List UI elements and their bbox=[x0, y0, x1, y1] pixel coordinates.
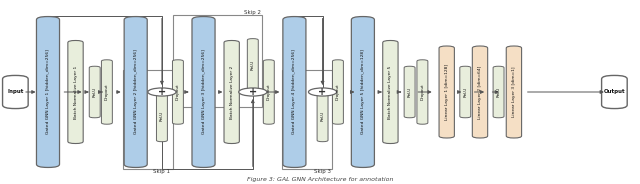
Text: Dropout: Dropout bbox=[105, 84, 109, 100]
Text: Input: Input bbox=[7, 89, 24, 95]
Bar bbox=[123, 70, 173, 169]
Text: Figure 3: GAL GNN Architecture for annotation: Figure 3: GAL GNN Architecture for annot… bbox=[247, 177, 393, 182]
FancyBboxPatch shape bbox=[89, 66, 100, 118]
Text: +: + bbox=[319, 87, 326, 97]
Text: +: + bbox=[158, 87, 166, 97]
Text: Linear Layer 1 [dim=128]: Linear Layer 1 [dim=128] bbox=[445, 64, 449, 120]
Text: Skip 1: Skip 1 bbox=[154, 169, 170, 174]
Text: Dropout: Dropout bbox=[267, 84, 271, 100]
Text: Output: Output bbox=[604, 89, 625, 95]
FancyBboxPatch shape bbox=[439, 46, 454, 138]
FancyBboxPatch shape bbox=[124, 17, 147, 167]
FancyBboxPatch shape bbox=[506, 46, 522, 138]
Text: Gated GNN Layer 3 [hidden_dim=256]: Gated GNN Layer 3 [hidden_dim=256] bbox=[202, 50, 205, 134]
FancyBboxPatch shape bbox=[36, 17, 60, 167]
Text: Gated GNN Layer 2 [hidden_dim=256]: Gated GNN Layer 2 [hidden_dim=256] bbox=[134, 50, 138, 134]
FancyBboxPatch shape bbox=[224, 40, 239, 144]
FancyBboxPatch shape bbox=[156, 90, 168, 142]
FancyBboxPatch shape bbox=[68, 40, 83, 144]
Bar bbox=[282, 70, 332, 169]
FancyBboxPatch shape bbox=[263, 60, 275, 124]
Circle shape bbox=[148, 88, 176, 96]
FancyBboxPatch shape bbox=[472, 46, 488, 138]
Text: ReLU: ReLU bbox=[463, 87, 467, 97]
FancyBboxPatch shape bbox=[383, 40, 398, 144]
Text: Gated GNN Layer 5 [hidden_dim=128]: Gated GNN Layer 5 [hidden_dim=128] bbox=[361, 50, 365, 134]
FancyBboxPatch shape bbox=[351, 17, 374, 167]
FancyBboxPatch shape bbox=[417, 60, 428, 124]
Bar bbox=[173, 15, 262, 107]
FancyBboxPatch shape bbox=[317, 90, 328, 142]
Text: ReLU: ReLU bbox=[93, 87, 97, 97]
Text: Skip 2: Skip 2 bbox=[244, 10, 261, 15]
FancyBboxPatch shape bbox=[404, 66, 415, 118]
Text: Linear Layer 3 [dim=1]: Linear Layer 3 [dim=1] bbox=[512, 67, 516, 117]
Text: Skip 3: Skip 3 bbox=[314, 169, 331, 174]
Text: ReLU: ReLU bbox=[497, 87, 500, 97]
Text: ReLU: ReLU bbox=[160, 111, 164, 121]
FancyBboxPatch shape bbox=[460, 66, 471, 118]
Text: Batch Normalize Layer 2: Batch Normalize Layer 2 bbox=[230, 65, 234, 119]
FancyBboxPatch shape bbox=[332, 60, 344, 124]
Text: Batch Normalize Layer 5: Batch Normalize Layer 5 bbox=[388, 65, 392, 119]
Text: Dropout: Dropout bbox=[420, 84, 424, 100]
FancyBboxPatch shape bbox=[283, 17, 306, 167]
Text: Batch Normalize Layer 1: Batch Normalize Layer 1 bbox=[74, 65, 77, 119]
Text: Dropout: Dropout bbox=[176, 84, 180, 100]
Text: ReLU: ReLU bbox=[251, 59, 255, 70]
FancyBboxPatch shape bbox=[247, 39, 259, 90]
Text: Gated GNN Layer 4 [hidden_dim=256]: Gated GNN Layer 4 [hidden_dim=256] bbox=[292, 50, 296, 134]
Circle shape bbox=[239, 88, 267, 96]
FancyBboxPatch shape bbox=[602, 75, 627, 109]
Text: Gated GNN Layer 1 [hidden_dim=256]: Gated GNN Layer 1 [hidden_dim=256] bbox=[46, 50, 50, 134]
Text: Linear Layer 2 [dim=64]: Linear Layer 2 [dim=64] bbox=[478, 65, 482, 119]
Text: +: + bbox=[249, 87, 257, 97]
FancyBboxPatch shape bbox=[3, 75, 28, 109]
FancyBboxPatch shape bbox=[101, 60, 113, 124]
Text: Dropout: Dropout bbox=[336, 84, 340, 100]
FancyBboxPatch shape bbox=[493, 66, 504, 118]
FancyBboxPatch shape bbox=[192, 17, 215, 167]
Circle shape bbox=[308, 88, 337, 96]
Text: ReLU: ReLU bbox=[408, 87, 412, 97]
Text: ReLU: ReLU bbox=[321, 111, 324, 121]
FancyBboxPatch shape bbox=[172, 60, 184, 124]
